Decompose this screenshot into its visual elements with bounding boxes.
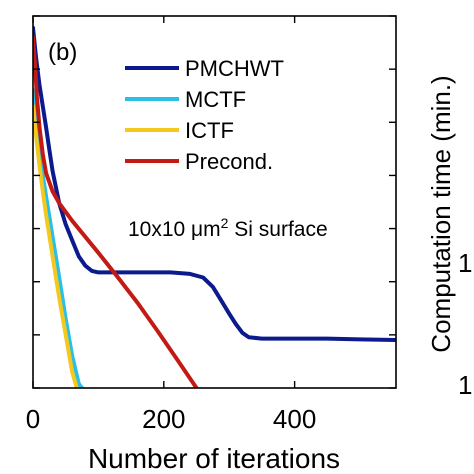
- annotation-text: 10x10 μm2 Si surface: [128, 215, 328, 241]
- legend: PMCHWT MCTF ICTF Precond.: [125, 56, 284, 174]
- legend-label: PMCHWT: [185, 56, 284, 81]
- right-axis-tick-label-upper: 1: [458, 248, 472, 278]
- x-tick-label: 400: [273, 404, 316, 434]
- x-axis-label: Number of iterations: [88, 443, 340, 474]
- legend-label: ICTF: [185, 118, 234, 143]
- series-line-precond: [33, 35, 199, 388]
- axes-frame: [32, 15, 397, 389]
- x-tick-label: 200: [142, 404, 185, 434]
- x-tick-label: 0: [26, 404, 40, 434]
- legend-label: MCTF: [185, 87, 246, 112]
- series-line-pmchwt: [33, 25, 396, 342]
- legend-label: Precond.: [185, 149, 273, 174]
- series-line-ictf: [33, 104, 79, 388]
- right-axis-tick-label-lower: 1: [458, 370, 472, 400]
- right-axis-label: Computation time (min.): [426, 75, 456, 352]
- panel-label: (b): [48, 39, 77, 66]
